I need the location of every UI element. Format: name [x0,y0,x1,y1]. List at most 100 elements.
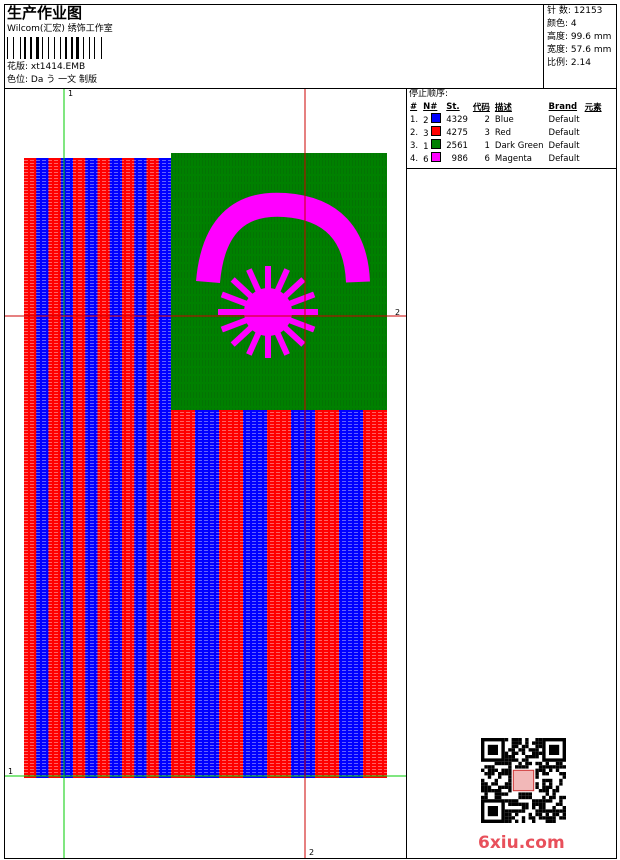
qr-module [508,782,512,786]
qr-module [498,775,502,779]
sequence-title: 停止顺序: [409,89,449,99]
sequence-table: # N# St. 代码 描述 Brand 元素 1. 2 4329 2 Blue Default 2. 3… [409,101,606,165]
needle: 1 [422,139,445,152]
watermark: 6xiu.com [478,833,565,853]
qr-module [508,816,512,820]
barcode [7,37,102,59]
qr-module [528,795,532,800]
qr-module [535,761,539,766]
qr-module [549,799,553,803]
needle: 3 [422,126,445,139]
swatch [431,113,442,123]
qr-module [498,792,502,796]
qr-module [511,751,515,755]
needle-number: 1 [423,142,429,152]
qr-module [518,738,522,742]
needle: 6 [422,152,445,165]
qr-module [508,748,512,752]
qr-module [484,795,488,800]
crescent [196,192,370,284]
row: 4. 6 986 6 Magenta Default [409,152,606,165]
qr-module [494,761,498,766]
qr-module [504,751,509,755]
qr-module [535,748,539,752]
qr-module [545,772,549,776]
bar [24,37,26,59]
qr-module [542,806,546,810]
qr-module [508,789,512,793]
qr-module [549,778,553,783]
design-file: 花版: xt1414.EMB [7,62,85,73]
qr-module [515,741,519,745]
qr-module [518,748,522,752]
needle: 2 [422,113,445,126]
qr-module [508,799,512,803]
qr-module [559,795,563,800]
qr-module [562,772,566,776]
qr-module [481,768,485,772]
stitches: 986 [451,153,468,164]
qr-module [542,799,546,803]
index: 2. [410,127,419,138]
qr-module [504,755,509,759]
qr-module [555,761,560,766]
qr-module [504,819,509,823]
column-header: N# [423,102,438,112]
qr-module [498,795,502,800]
qr-module [525,802,529,806]
qr-module [525,758,529,762]
code: 3 [484,127,490,138]
qr-module [521,751,526,755]
qr-module [562,806,566,810]
qr-module [498,789,502,793]
qr-module [481,778,485,783]
qr-module [511,755,515,759]
qr-module [555,809,560,813]
qr-module [535,738,539,742]
qr-module [542,809,546,813]
qr-module [521,748,526,752]
qr-module [545,812,549,817]
qr-module [538,799,543,803]
qr-module [559,782,563,786]
qr-module [491,772,495,776]
qr-module [552,795,556,800]
bar [7,37,8,59]
brand: Default [548,127,580,138]
qr-module [545,819,549,823]
qr-module [504,816,509,820]
qr-module [528,748,532,752]
qr-module [545,785,549,789]
qr-module [538,765,543,769]
qr-module [515,758,519,762]
bar [60,37,61,59]
description: Magenta [494,153,533,164]
value: Da う 一文 制版 [30,75,97,85]
qr-module [491,768,495,772]
qr-module [498,772,502,776]
qr-module [535,744,539,749]
qr-module [542,802,546,806]
info-item: 比例: 2.14 [547,58,591,69]
qr-module [521,792,526,796]
qr-module [545,792,549,796]
marker: 2 [309,848,314,857]
bar [101,37,102,59]
code: 1 [484,140,490,151]
bar [94,37,95,59]
qr-module [501,785,505,789]
qr-module [535,775,539,779]
qr-module [515,799,519,803]
qr-module [559,778,563,783]
qr-module [487,765,492,769]
qr-module [552,789,556,793]
qr-module [525,738,529,742]
qr-module [508,772,512,776]
qr-module [542,789,546,793]
bar [54,37,55,59]
label: 颜色: [547,19,569,29]
brand: Default [548,114,580,125]
qr-module [515,765,519,769]
qr-module [528,812,532,817]
qr-module [549,768,553,772]
